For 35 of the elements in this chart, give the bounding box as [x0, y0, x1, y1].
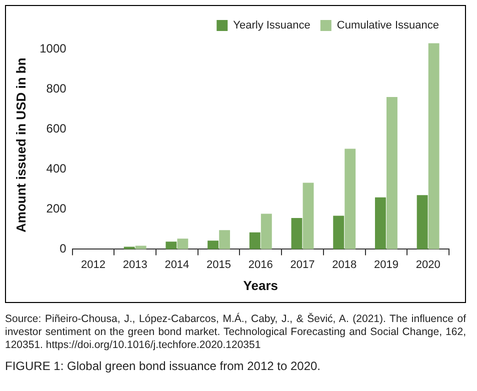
bar	[219, 230, 230, 250]
bar	[374, 197, 386, 250]
x-tick-label: 2014	[164, 258, 190, 271]
bar	[291, 218, 302, 250]
y-tick-label: 800	[46, 81, 67, 96]
bar	[177, 238, 188, 250]
y-tick-label: 1000	[40, 41, 67, 56]
x-axis-title: Years	[243, 278, 278, 293]
bar	[166, 242, 177, 250]
y-tick-label: 0	[60, 242, 67, 256]
y-tick-label: 200	[46, 201, 67, 216]
x-tick-label: 2013	[122, 258, 148, 271]
x-tick-label: 2019	[374, 258, 398, 271]
y-tick-label: 400	[46, 161, 67, 176]
legend-label: Cumulative Issuance	[336, 20, 440, 32]
bar	[386, 97, 398, 250]
source-note: Source: Piñeiro-Chousa, J., López-Cabarcos, M.Á., Caby, J., & Šević, A. (2021). The influence of investor sentiment on the green bond market. Technological Forecasting and Social Change, 162, 120351. https://doi.org/10.1016/j.techfore.2020.120351	[5, 313, 466, 352]
bar	[428, 43, 440, 250]
bar	[302, 182, 314, 250]
x-tick-label: 2020	[416, 258, 440, 271]
x-tick-label: 2012	[80, 258, 106, 271]
x-tick-label: 2018	[332, 258, 357, 271]
caption: FIGURE 1: Global green bond issuance from 2012 to 2020.	[5, 359, 322, 373]
x-tick-label: 2017	[290, 258, 315, 271]
x-tick-label: 2016	[248, 258, 273, 271]
bar	[249, 232, 260, 250]
bar	[260, 214, 272, 250]
bar	[208, 240, 219, 250]
y-tick-label: 600	[46, 121, 67, 136]
x-tick-label: 2015	[206, 258, 232, 271]
bar	[333, 216, 344, 250]
bar	[416, 195, 428, 250]
y-axis-title: Amount issued in USD in bn	[13, 58, 28, 232]
bar	[344, 148, 356, 250]
legend-label: Yearly Issuance	[233, 20, 310, 32]
